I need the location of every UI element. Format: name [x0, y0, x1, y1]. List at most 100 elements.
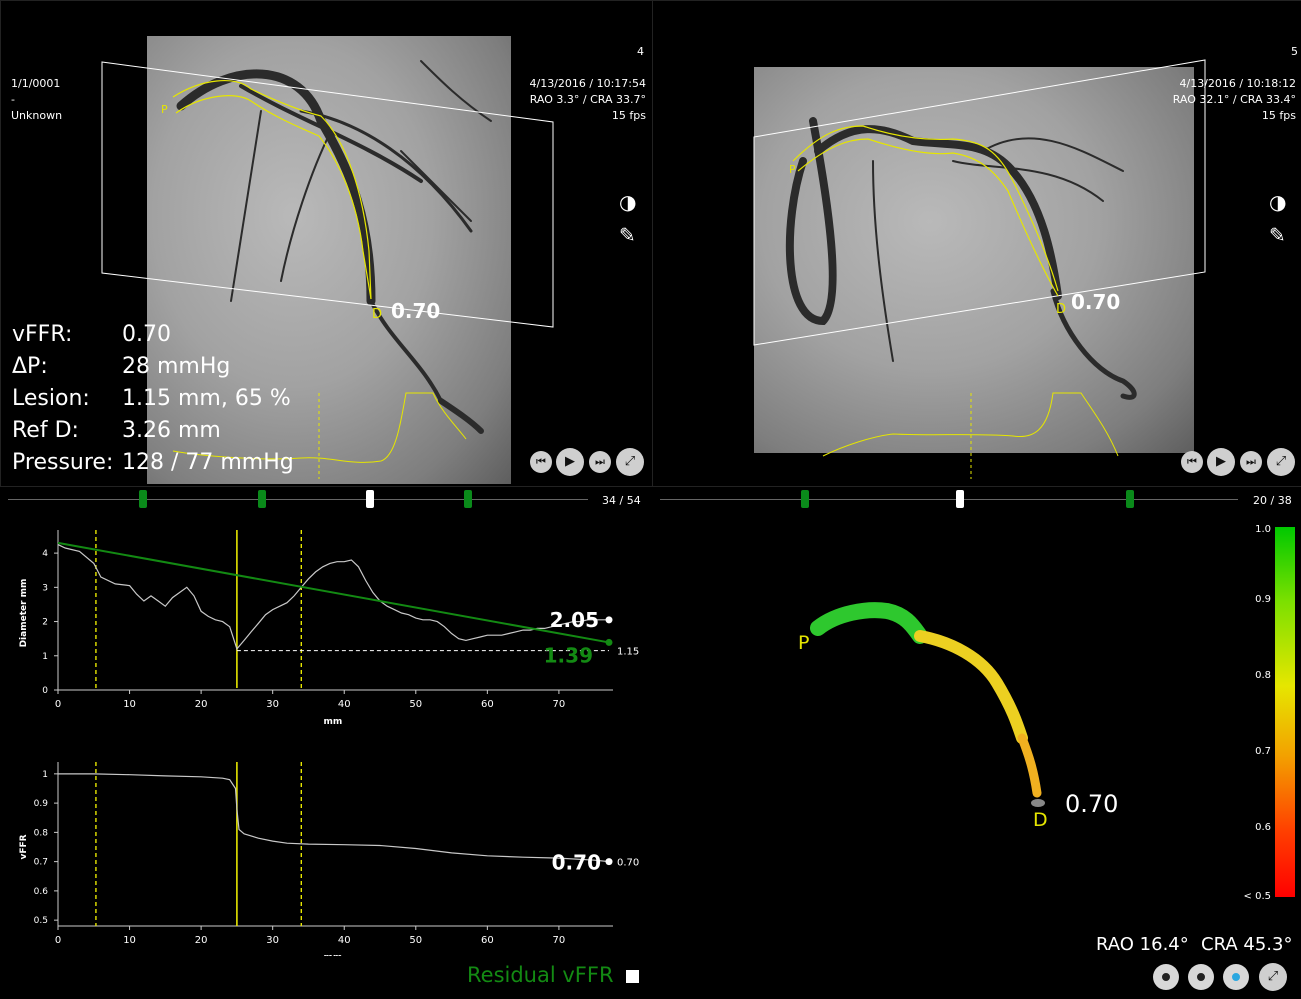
residual-vffr-checkbox[interactable] [626, 970, 639, 983]
diameter-chart: 0 10 20 30 40 50 60 70 0 1 2 3 4 mm Diameter mm 2.05 1.3… [19, 530, 639, 727]
vffr-colorbar [1275, 527, 1295, 897]
left-skip-next-icon[interactable]: ⏭ [589, 451, 611, 473]
x-tick-label: 70 [553, 935, 566, 946]
x-axis-label: mm [324, 953, 343, 956]
right-brightness-icon[interactable]: ◑ [1269, 190, 1287, 214]
metric-value: 1.15 mm, 65 % [122, 386, 291, 411]
left-skip-previous-icon[interactable]: ⏮ [530, 451, 552, 473]
metrics-panel: vFFR: 0.70 ΔP: 28 mmHg Lesion: 1.15 mm, … [12, 319, 312, 484]
metric-label: Lesion: [12, 386, 90, 411]
diameter-end-point [605, 616, 613, 624]
y-axis-label: vFFR [19, 834, 29, 859]
y-axis-label: Diameter mm [19, 579, 29, 648]
colorbar-tick: 0.8 [1255, 670, 1271, 681]
x-tick-label: 70 [553, 699, 566, 710]
right-frame-number: 5 [1291, 45, 1298, 58]
left-brightness-icon[interactable]: ◑ [619, 190, 637, 214]
left-play-icon[interactable]: ▶ [556, 448, 584, 476]
right-slider-thumb[interactable] [956, 490, 964, 508]
left-d-label: D [372, 307, 382, 322]
x-tick-label: 10 [123, 935, 136, 946]
view-eye-icon[interactable] [1188, 964, 1214, 990]
left-frame-number: 4 [637, 45, 644, 58]
vffr-chart: 0 10 20 30 40 50 60 70 0.5 0.6 0.7 0.8 0.9 1 mm vFFR 0.7… [19, 762, 639, 956]
right-angio-view: P D 0.70 5 4/13/2016 / 10:18:12 RAO 32.1… [652, 0, 1301, 487]
model-cra-angle: CRA 45.3° [1201, 934, 1293, 955]
left-slider-marker[interactable] [464, 490, 472, 508]
left-angio-view: P D 0.70 4 1/1/0001 - Unknown 4/13/2016 … [0, 0, 653, 487]
view-eye-active-icon[interactable] [1223, 964, 1249, 990]
x-tick-label: 30 [266, 935, 279, 946]
right-play-icon[interactable]: ▶ [1207, 448, 1235, 476]
view-eye-icon[interactable] [1153, 964, 1179, 990]
right-slider-marker[interactable] [801, 490, 809, 508]
metric-value: 0.70 [122, 322, 171, 347]
residual-vffr-label: Residual vFFR [467, 963, 614, 987]
right-skip-previous-icon[interactable]: ⏮ [1181, 451, 1203, 473]
left-slider-thumb[interactable] [366, 490, 374, 508]
y-tick-label: 0 [42, 686, 48, 696]
x-tick-label: 50 [409, 935, 422, 946]
model-d-label: D [1033, 809, 1048, 831]
left-frame-slider[interactable] [8, 499, 588, 500]
series-line [57, 544, 609, 651]
left-slider-marker[interactable] [258, 490, 266, 508]
right-overlay: P D 0.70 [753, 59, 1206, 479]
left-pencil-icon[interactable]: ✎ [619, 223, 636, 247]
series-line [58, 773, 610, 863]
x-tick-label: 20 [195, 935, 208, 946]
y-tick-label: 3 [42, 583, 48, 593]
left-fps: 15 fps [611, 109, 646, 122]
y-tick-label: 1 [42, 770, 48, 780]
right-expand-icon[interactable]: ⤢ [1267, 448, 1295, 476]
minimum-label: 1.15 [617, 647, 639, 658]
colorbar-tick: < 0.5 [1243, 891, 1271, 902]
reference-line [57, 541, 610, 644]
vffr-end-label: 0.70 [552, 851, 601, 875]
metric-label: vFFR: [12, 322, 73, 347]
left-expand-icon[interactable]: ⤢ [616, 448, 644, 476]
colorbar-tick: 0.7 [1255, 746, 1271, 757]
patient-dash: - [11, 93, 15, 106]
left-vffr-value: 0.70 [391, 299, 440, 323]
vessel-3d-model: P D 0.70 [798, 602, 1118, 831]
model-expand-icon[interactable]: ⤢ [1259, 963, 1287, 991]
y-tick-label: 0.6 [34, 887, 49, 897]
left-frame-counter: 34 / 54 [602, 494, 641, 507]
left-p-label: P [161, 103, 168, 116]
right-frame-counter: 20 / 38 [1253, 494, 1292, 507]
y-tick-label: 2 [42, 618, 48, 628]
y-tick-label: 0.7 [34, 858, 48, 868]
x-tick-label: 50 [409, 699, 422, 710]
y-tick-label: 4 [42, 549, 48, 559]
right-vffr-value: 0.70 [1071, 290, 1120, 314]
left-slider-marker[interactable] [139, 490, 147, 508]
x-tick-label: 20 [195, 699, 208, 710]
colorbar-tick: 1.0 [1255, 524, 1271, 535]
x-axis-label: mm [324, 717, 343, 727]
vffr-end-small-label: 0.70 [617, 858, 639, 869]
vffr-end-point [605, 858, 613, 866]
right-angiogram-image [754, 67, 1194, 453]
colorbar-tick: 0.6 [1255, 822, 1271, 833]
reference-end-point [605, 638, 613, 646]
x-tick-label: 10 [123, 699, 136, 710]
reference-end-label: 1.39 [544, 643, 593, 667]
x-tick-label: 60 [481, 699, 494, 710]
x-tick-label: 40 [338, 935, 351, 946]
y-tick-label: 0.9 [34, 799, 49, 809]
right-slider-marker[interactable] [1126, 490, 1134, 508]
right-pencil-icon[interactable]: ✎ [1269, 223, 1286, 247]
left-overlay: P D 0.70 [101, 60, 554, 479]
x-tick-label: 30 [266, 699, 279, 710]
patient-name: Unknown [11, 109, 63, 122]
patient-date: 1/1/0001 [11, 77, 61, 90]
left-angle: RAO 3.3° / CRA 33.7° [529, 93, 646, 106]
right-frame-slider[interactable] [660, 499, 1238, 500]
y-tick-label: 0.8 [34, 828, 49, 838]
right-skip-next-icon[interactable]: ⏭ [1240, 451, 1262, 473]
right-p-label: P [789, 163, 796, 176]
metric-value: 28 mmHg [122, 354, 231, 379]
x-tick-label: 60 [481, 935, 494, 946]
metric-value: 128 / 77 mmHg [122, 450, 294, 475]
